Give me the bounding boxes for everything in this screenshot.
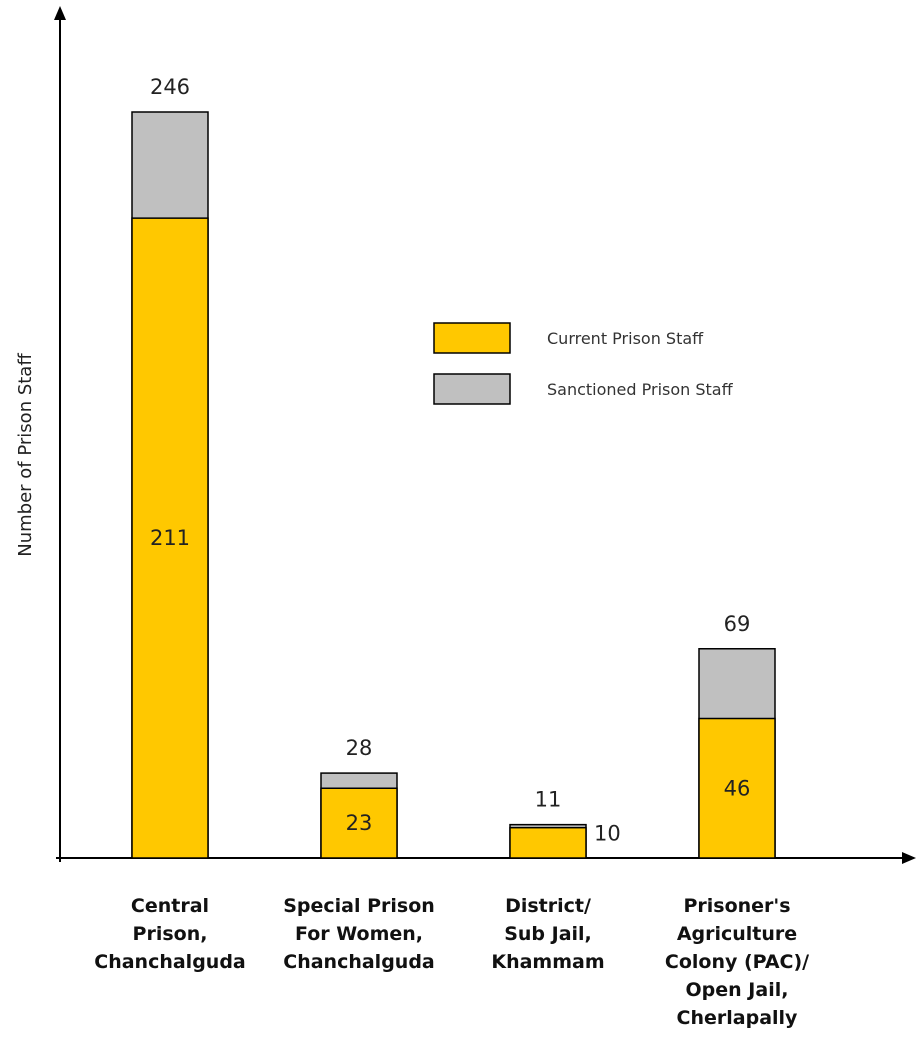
bar-current xyxy=(131,217,209,859)
category-label: Central Prison, Chanchalguda xyxy=(94,895,246,973)
data-label-sanctioned: 69 xyxy=(724,612,751,636)
bars xyxy=(131,111,776,859)
category-label: District/Sub Jail, Khammam xyxy=(491,895,604,973)
data-label-sanctioned: 28 xyxy=(346,736,373,760)
category-label: Special Prison For Women, Chanchalguda xyxy=(283,895,435,973)
legend-sanctioned-swatch xyxy=(433,373,511,405)
data-label-sanctioned: 11 xyxy=(535,788,562,812)
data-label-current: 10 xyxy=(594,822,621,846)
x-axis-arrow-icon xyxy=(902,852,916,864)
bar-current xyxy=(320,787,398,859)
data-labels: 246 211 28 23 11 10 69 46 xyxy=(150,75,750,846)
y-axis-arrow-icon xyxy=(54,6,66,20)
y-axis-label: Number of Prison Staff xyxy=(15,353,36,557)
data-label-current: 23 xyxy=(346,811,373,835)
bar-current xyxy=(509,826,587,859)
legend-current-swatch xyxy=(433,322,511,354)
legend-sanctioned-label: Sanctioned Prison Staff xyxy=(547,380,734,399)
data-label-current: 211 xyxy=(150,526,190,550)
data-label-sanctioned: 246 xyxy=(150,75,190,99)
category-labels: Central Prison, Chanchalguda Special Prison… xyxy=(94,895,809,1029)
bar-current xyxy=(698,717,776,859)
data-label-current: 46 xyxy=(724,776,751,800)
legend-current-label: Current Prison Staff xyxy=(547,329,704,348)
legend: Current Prison Staff Sanctioned Prison St… xyxy=(433,322,734,405)
category-label: Prisoner's Agriculture Colony (PAC)/Open J… xyxy=(665,895,809,1029)
